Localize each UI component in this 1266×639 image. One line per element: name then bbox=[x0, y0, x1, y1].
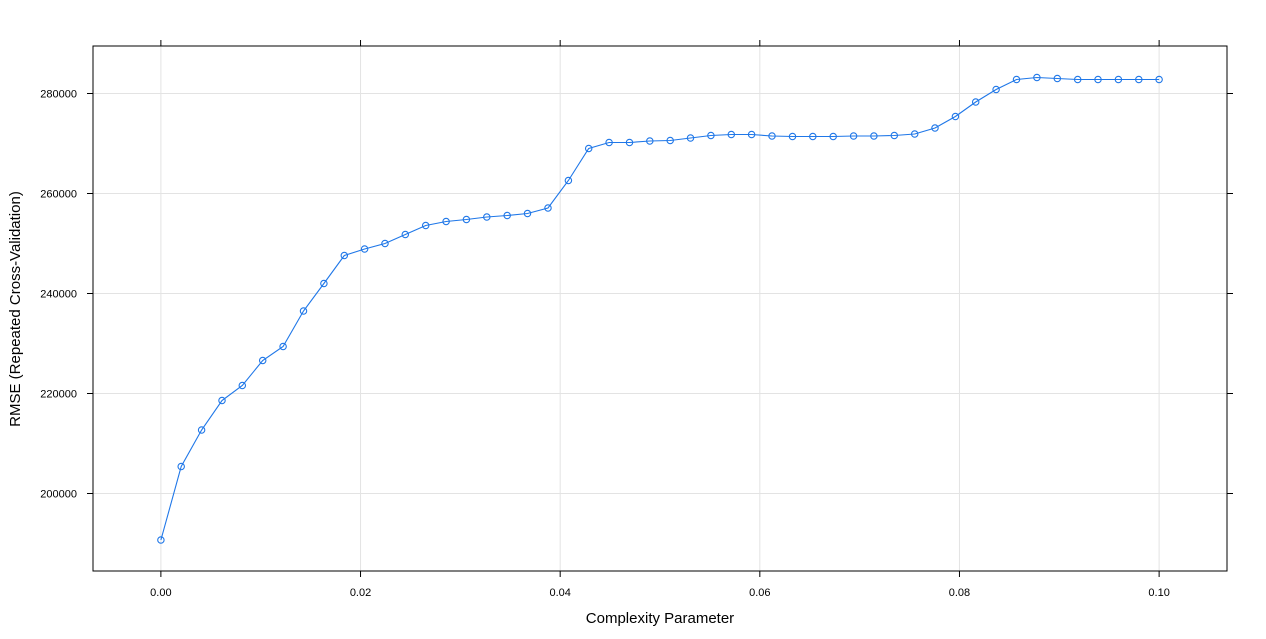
data-point bbox=[768, 132, 776, 140]
y-tick-label: 260000 bbox=[40, 189, 77, 201]
data-point bbox=[727, 130, 736, 139]
y-tick-label: 240000 bbox=[40, 289, 77, 301]
x-tick-label: 0.04 bbox=[549, 587, 570, 599]
grid-lines bbox=[93, 46, 1227, 571]
data-point bbox=[157, 536, 165, 544]
data-point bbox=[707, 131, 715, 140]
y-tick-label: 200000 bbox=[40, 489, 77, 501]
data-point bbox=[1135, 75, 1143, 84]
y-tick-label: 220000 bbox=[40, 389, 77, 401]
x-tick-label: 0.02 bbox=[350, 587, 371, 599]
data-point bbox=[809, 132, 817, 141]
data-point bbox=[1073, 75, 1082, 84]
data-point bbox=[849, 132, 858, 140]
axis-ticks: 0.00 0.02 0.04 0.06 0.08 0.10 200000 220000 2400… bbox=[40, 40, 1233, 599]
data-point bbox=[584, 144, 593, 153]
data-point bbox=[1033, 73, 1041, 82]
data-point bbox=[544, 204, 552, 212]
data-point bbox=[1114, 75, 1123, 84]
data-point bbox=[360, 245, 369, 253]
x-axis-title: Complexity Parameter bbox=[586, 610, 734, 627]
rmse-line bbox=[160, 76, 1160, 541]
y-axis-title: RMSE (Repeated Cross-Validation) bbox=[7, 191, 24, 427]
data-point bbox=[177, 462, 185, 471]
data-point bbox=[666, 136, 674, 145]
data-point bbox=[1053, 74, 1062, 83]
data-point bbox=[218, 396, 226, 405]
data-point bbox=[646, 137, 654, 145]
data-point bbox=[1155, 75, 1163, 84]
plot-border bbox=[92, 45, 1228, 572]
data-point bbox=[340, 251, 349, 260]
data-point bbox=[258, 356, 267, 365]
data-point bbox=[299, 307, 308, 315]
data-point bbox=[971, 98, 980, 106]
data-point bbox=[931, 124, 939, 132]
y-tick-label: 280000 bbox=[40, 89, 77, 101]
x-tick-label: 0.06 bbox=[749, 587, 770, 599]
data-point bbox=[238, 381, 247, 390]
data-point bbox=[462, 215, 471, 224]
data-point bbox=[951, 112, 960, 121]
data-point bbox=[788, 132, 797, 141]
data-point bbox=[890, 131, 899, 140]
data-point bbox=[401, 230, 410, 239]
data-point bbox=[197, 426, 206, 434]
data-point bbox=[870, 132, 878, 140]
plot-frame bbox=[92, 45, 1228, 572]
data-point bbox=[910, 130, 919, 138]
data-point bbox=[442, 217, 450, 226]
data-point bbox=[1012, 75, 1021, 84]
data-point bbox=[564, 176, 573, 185]
data-point bbox=[605, 138, 613, 147]
x-tick-label: 0.10 bbox=[1148, 587, 1169, 599]
data-point bbox=[503, 211, 511, 220]
data-series bbox=[157, 73, 1163, 544]
data-point bbox=[747, 130, 756, 139]
data-point bbox=[992, 85, 1000, 94]
data-point bbox=[320, 279, 328, 288]
data-point bbox=[381, 239, 389, 248]
x-tick-label: 0.00 bbox=[150, 587, 171, 599]
data-point bbox=[421, 221, 430, 230]
data-point bbox=[625, 138, 634, 147]
data-point bbox=[279, 342, 287, 351]
data-point bbox=[483, 213, 491, 221]
data-point bbox=[523, 209, 532, 218]
data-point bbox=[686, 134, 695, 142]
data-point bbox=[1094, 75, 1102, 84]
data-point bbox=[829, 132, 837, 141]
x-tick-label: 0.08 bbox=[949, 587, 970, 599]
